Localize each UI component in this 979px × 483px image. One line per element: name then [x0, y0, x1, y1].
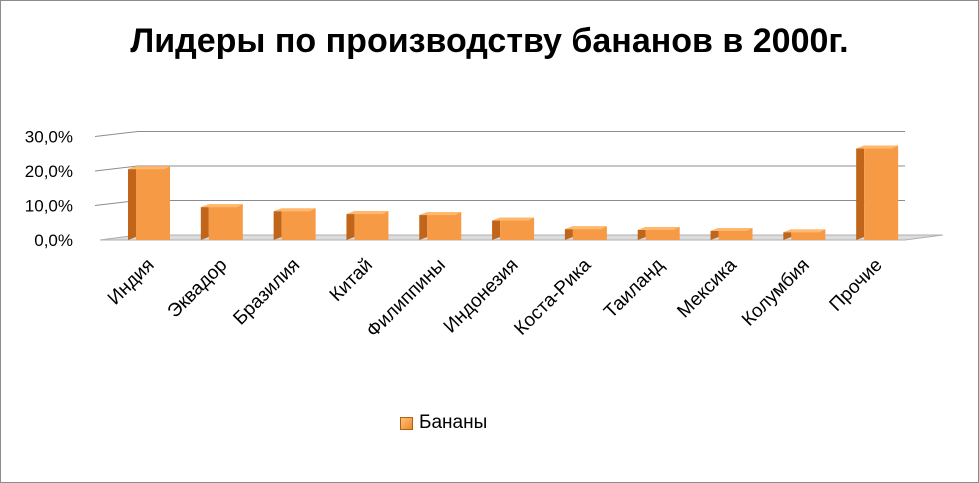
y-tick-label: 20,0%	[25, 162, 73, 181]
bar	[136, 166, 170, 240]
x-tick-label: Коста-Рика	[511, 254, 596, 339]
bar	[572, 226, 607, 240]
bar-top	[128, 166, 170, 170]
bar-side	[637, 226, 646, 240]
x-tick-label: Прочие	[826, 255, 887, 316]
bar	[208, 204, 243, 240]
bar-top	[564, 226, 607, 230]
bar	[354, 211, 389, 240]
bar	[791, 229, 826, 240]
gridline	[94, 131, 905, 137]
bar-top	[346, 211, 389, 215]
legend-swatch	[400, 416, 413, 430]
bar-side	[273, 208, 282, 240]
y-tick-label: 30,0%	[25, 128, 73, 147]
legend: Бананы	[400, 412, 487, 434]
bar-side	[128, 166, 136, 240]
bar-top	[492, 217, 535, 221]
x-tick-label: Эквадор	[164, 255, 232, 323]
x-tick-label: Бразилия	[229, 255, 304, 330]
chart-title: Лидеры по производству бананов в 2000г.	[130, 22, 849, 60]
legend-label: Бананы	[419, 412, 488, 433]
bar	[645, 226, 680, 240]
y-tick-label: 10,0%	[25, 197, 73, 216]
bar	[427, 212, 462, 240]
x-tick-label: Колумбия	[738, 255, 814, 331]
bar-side	[492, 217, 501, 240]
x-tick-label: Мексика	[674, 254, 742, 322]
bar-top	[637, 226, 680, 230]
bar	[281, 208, 316, 240]
x-tick-label: Таиланд	[600, 255, 668, 323]
bar	[718, 228, 753, 240]
bar-top	[419, 212, 462, 216]
y-tick-label: 0,0%	[34, 231, 73, 250]
bar-top	[200, 204, 243, 208]
gridline	[94, 165, 905, 172]
bar-side	[200, 204, 209, 240]
bar-side	[564, 226, 573, 240]
bar-side	[346, 211, 355, 240]
x-tick-label: Филиппины	[363, 255, 450, 342]
bar	[500, 217, 535, 240]
bar-side	[856, 145, 865, 240]
bar-side	[419, 212, 428, 240]
bar	[864, 145, 899, 240]
x-tick-label: Китай	[326, 255, 377, 306]
bar-top	[273, 208, 316, 212]
x-tick-label: Индия	[104, 255, 159, 310]
bar-top	[710, 228, 753, 232]
bar-top	[856, 145, 899, 149]
bar-top	[783, 229, 826, 233]
